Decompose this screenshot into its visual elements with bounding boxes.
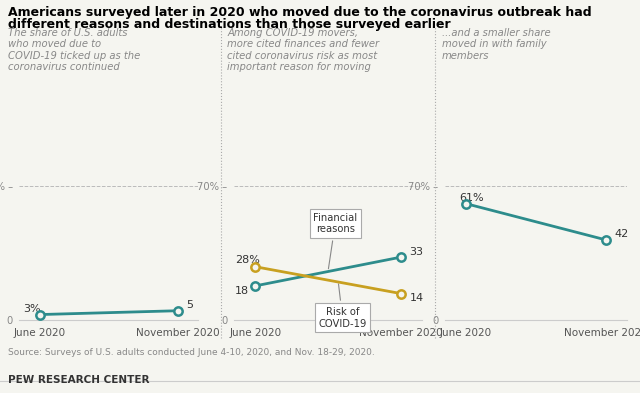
Text: 28%: 28% [235, 255, 260, 265]
Text: The share of U.S. adults
who moved due to
COVID-19 ticked up as the
coronavirus : The share of U.S. adults who moved due t… [8, 28, 140, 72]
Text: Risk of
COVID-19: Risk of COVID-19 [318, 284, 367, 329]
Text: ...and a smaller share
moved in with family
members: ...and a smaller share moved in with fam… [442, 28, 550, 61]
Text: Financial
reasons: Financial reasons [313, 213, 357, 269]
Text: Among COVID-19 movers,
more cited finances and fewer
cited coronavirus risk as m: Among COVID-19 movers, more cited financ… [227, 28, 380, 72]
Text: 42: 42 [614, 229, 629, 239]
Text: 61%: 61% [459, 193, 483, 203]
Text: 33: 33 [410, 247, 423, 257]
Text: 18: 18 [235, 286, 249, 296]
Text: Americans surveyed later in 2020 who moved due to the coronavirus outbreak had: Americans surveyed later in 2020 who mov… [8, 6, 591, 19]
Text: PEW RESEARCH CENTER: PEW RESEARCH CENTER [8, 375, 149, 385]
Text: 5: 5 [186, 300, 193, 310]
Text: 3%: 3% [23, 304, 41, 314]
Text: Source: Surveys of U.S. adults conducted June 4-10, 2020, and Nov. 18-29, 2020.: Source: Surveys of U.S. adults conducted… [8, 348, 374, 357]
Text: 14: 14 [410, 293, 424, 303]
Text: different reasons and destinations than those surveyed earlier: different reasons and destinations than … [8, 18, 451, 31]
